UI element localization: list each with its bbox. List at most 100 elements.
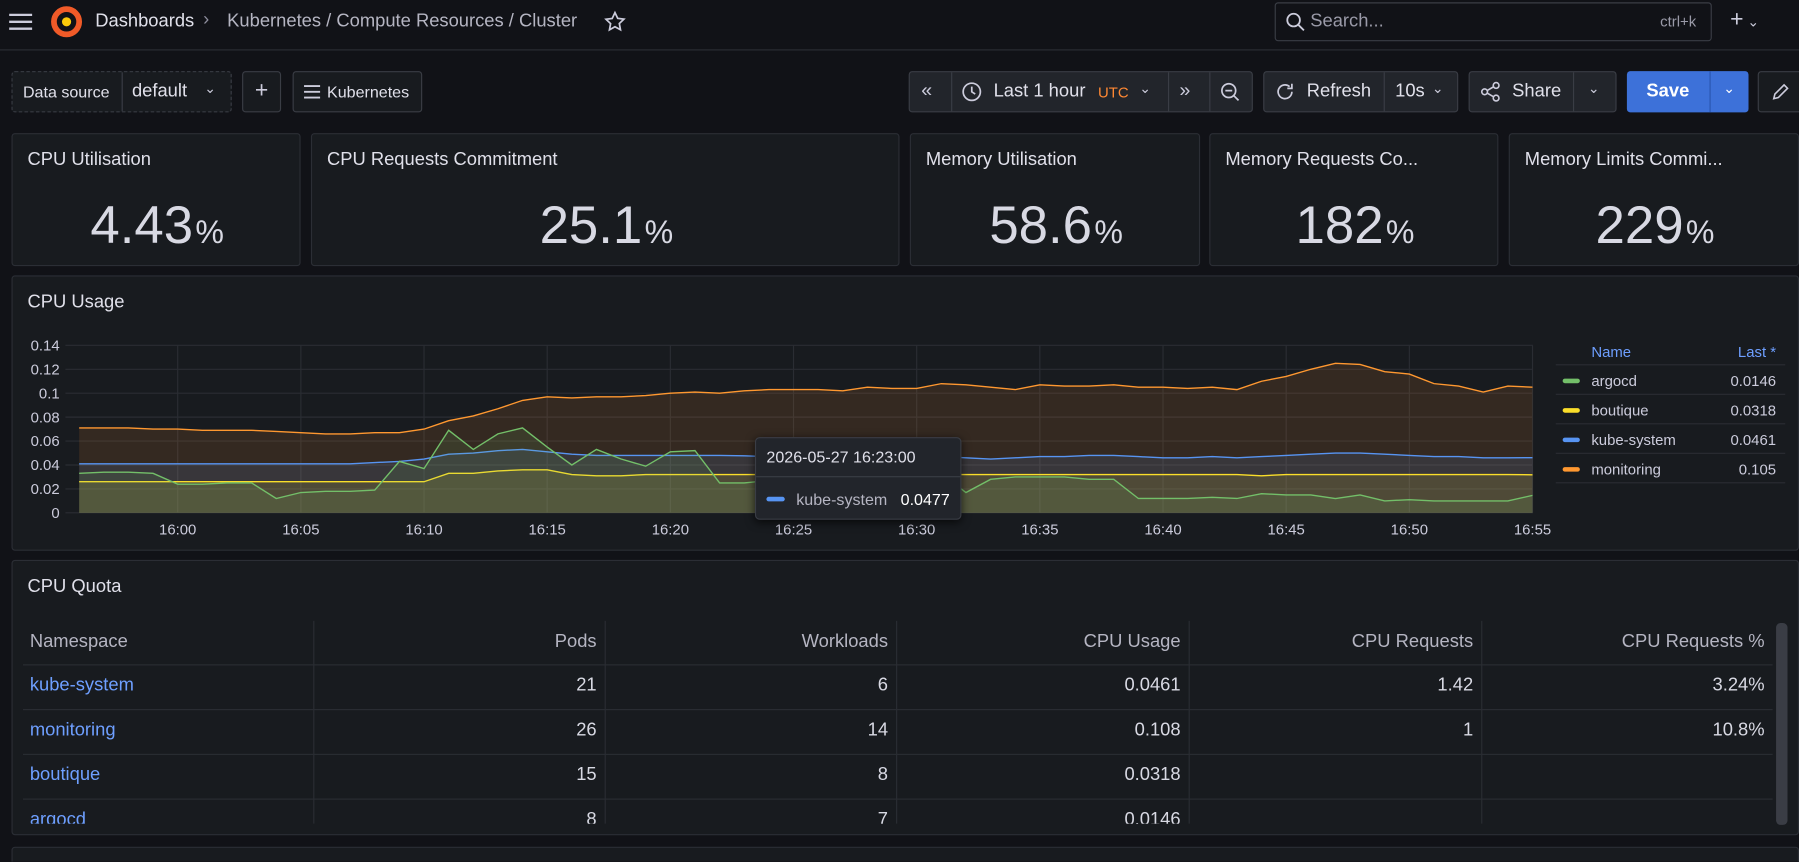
scrollbar[interactable]	[1776, 622, 1788, 825]
x-tick-label: 16:05	[282, 523, 319, 539]
x-tick-label: 16:10	[405, 523, 442, 539]
stat-value-row: 182%	[1210, 194, 1499, 256]
tooltip: 2026-05-27 16:23:00 kube-system 0.0477	[754, 437, 962, 520]
table-cell: 3.24%	[1712, 675, 1765, 696]
column-header[interactable]: CPU Requests %	[1621, 632, 1765, 652]
stat-unit: %	[195, 214, 224, 251]
stat-value: 229	[1595, 195, 1684, 255]
folder-link-button[interactable]	[292, 71, 423, 113]
breadcrumb-root[interactable]: Dashboards	[95, 11, 195, 31]
tooltip-divider	[756, 476, 961, 478]
star-icon[interactable]	[603, 10, 626, 33]
stat-value-row: 4.43%	[13, 194, 302, 256]
share-button[interactable]: Share	[1512, 81, 1562, 101]
column-header[interactable]: CPU Usage	[1083, 632, 1181, 652]
tooltip-value: 0.0477	[900, 489, 950, 509]
save-button[interactable]: Save	[1646, 81, 1690, 101]
column-header[interactable]: CPU Requests	[1351, 632, 1474, 652]
refresh-interval[interactable]: 10s	[1395, 81, 1425, 101]
divider	[1167, 72, 1170, 112]
add-variable-button[interactable]: +	[242, 71, 282, 113]
namespace-link[interactable]: kube-system	[29, 675, 134, 696]
table-cell: 0.0146	[1124, 810, 1181, 824]
column-divider	[1188, 620, 1190, 824]
grafana-logo[interactable]	[50, 6, 83, 38]
menu-icon[interactable]	[7, 10, 35, 33]
table-cell: 6	[877, 675, 889, 696]
stat-title: Memory Limits Commi...	[1524, 150, 1723, 170]
divider	[951, 72, 953, 112]
new-menu[interactable]: + ⌄	[1730, 6, 1759, 33]
legend-value: 0.0318	[1730, 404, 1776, 420]
stat-unit: %	[644, 214, 674, 251]
search-placeholder: Search...	[1310, 11, 1384, 31]
column-header[interactable]: Workloads	[801, 632, 889, 652]
next-panel	[11, 846, 1799, 862]
x-tick-label: 16:40	[1144, 523, 1181, 539]
table-cell: 0.0318	[1124, 765, 1181, 785]
legend-swatch	[1562, 467, 1580, 472]
row-divider	[22, 798, 1773, 800]
x-tick-label: 16:25	[775, 523, 812, 539]
legend-name: kube-system	[1591, 433, 1676, 449]
time-back[interactable]: «	[921, 79, 933, 101]
stat-title: CPU Utilisation	[27, 150, 151, 170]
stat-value: 25.1	[539, 195, 643, 255]
stat-unit: %	[1385, 214, 1415, 251]
legend-header: Last *	[1738, 345, 1776, 361]
legend-value: 0.105	[1739, 463, 1776, 479]
folder-link[interactable]: Kubernetes	[326, 82, 410, 101]
timezone: UTC	[1097, 83, 1129, 101]
y-tick-label: 0.12	[31, 362, 60, 378]
share-button-group[interactable]	[1468, 71, 1617, 113]
search-icon	[1286, 12, 1305, 32]
share-icon	[1480, 81, 1500, 102]
datasource-label: Data source	[22, 82, 110, 101]
cpu-quota-panel	[11, 559, 1799, 836]
save-button-group[interactable]	[1626, 71, 1749, 113]
table-cell: 26	[576, 720, 597, 741]
y-tick-label: 0	[51, 506, 59, 522]
namespace-link[interactable]: boutique	[29, 765, 101, 785]
breadcrumb-path: Kubernetes / Compute Resources / Cluster	[227, 11, 578, 31]
namespace-link[interactable]: monitoring	[29, 720, 116, 741]
column-header[interactable]: Namespace	[29, 632, 128, 652]
edit-icon	[1772, 83, 1789, 100]
x-tick-label: 16:30	[898, 523, 935, 539]
time-forward[interactable]: »	[1179, 79, 1191, 101]
stat-panel: Memory Utilisation 58.6%	[909, 133, 1201, 267]
breadcrumb-separator: ›	[203, 10, 210, 30]
datasource-value[interactable]: default	[131, 81, 188, 101]
stat-unit: %	[1094, 214, 1123, 251]
area-fill	[79, 427, 1533, 513]
tooltip-swatch	[766, 496, 785, 502]
stat-value: 182	[1295, 195, 1384, 255]
table-cell: 0.108	[1134, 720, 1181, 741]
x-tick-label: 16:00	[159, 523, 196, 539]
y-tick-label: 0.1	[39, 386, 60, 402]
column-divider	[313, 620, 315, 824]
time-picker[interactable]	[908, 71, 1253, 113]
table-cell: 8	[877, 765, 889, 785]
legend-swatch	[1562, 408, 1580, 413]
search-box[interactable]	[1274, 2, 1712, 42]
row-divider	[22, 753, 1773, 755]
zoom-out-icon[interactable]	[1220, 81, 1241, 102]
y-tick-label: 0.08	[31, 410, 60, 426]
column-header[interactable]: Pods	[554, 632, 597, 652]
chevron[interactable]: ⌄	[1723, 80, 1735, 97]
chevron[interactable]: ⌄	[1587, 80, 1600, 97]
edit-button[interactable]	[1757, 71, 1799, 113]
legend-value: 0.0461	[1730, 433, 1776, 449]
refresh-picker[interactable]	[1263, 71, 1459, 113]
table-cell: 1	[1462, 720, 1474, 741]
divider	[1383, 72, 1385, 112]
chevron: ⌄	[1431, 80, 1444, 97]
tooltip-series: kube-system	[796, 489, 888, 509]
time-range[interactable]: Last 1 hour	[993, 81, 1086, 101]
stat-unit: %	[1685, 214, 1715, 251]
refresh-button[interactable]: Refresh	[1306, 81, 1372, 101]
legend-name: boutique	[1591, 404, 1648, 420]
namespace-link[interactable]: argocd	[29, 810, 86, 824]
table-cell: 8	[586, 810, 597, 824]
